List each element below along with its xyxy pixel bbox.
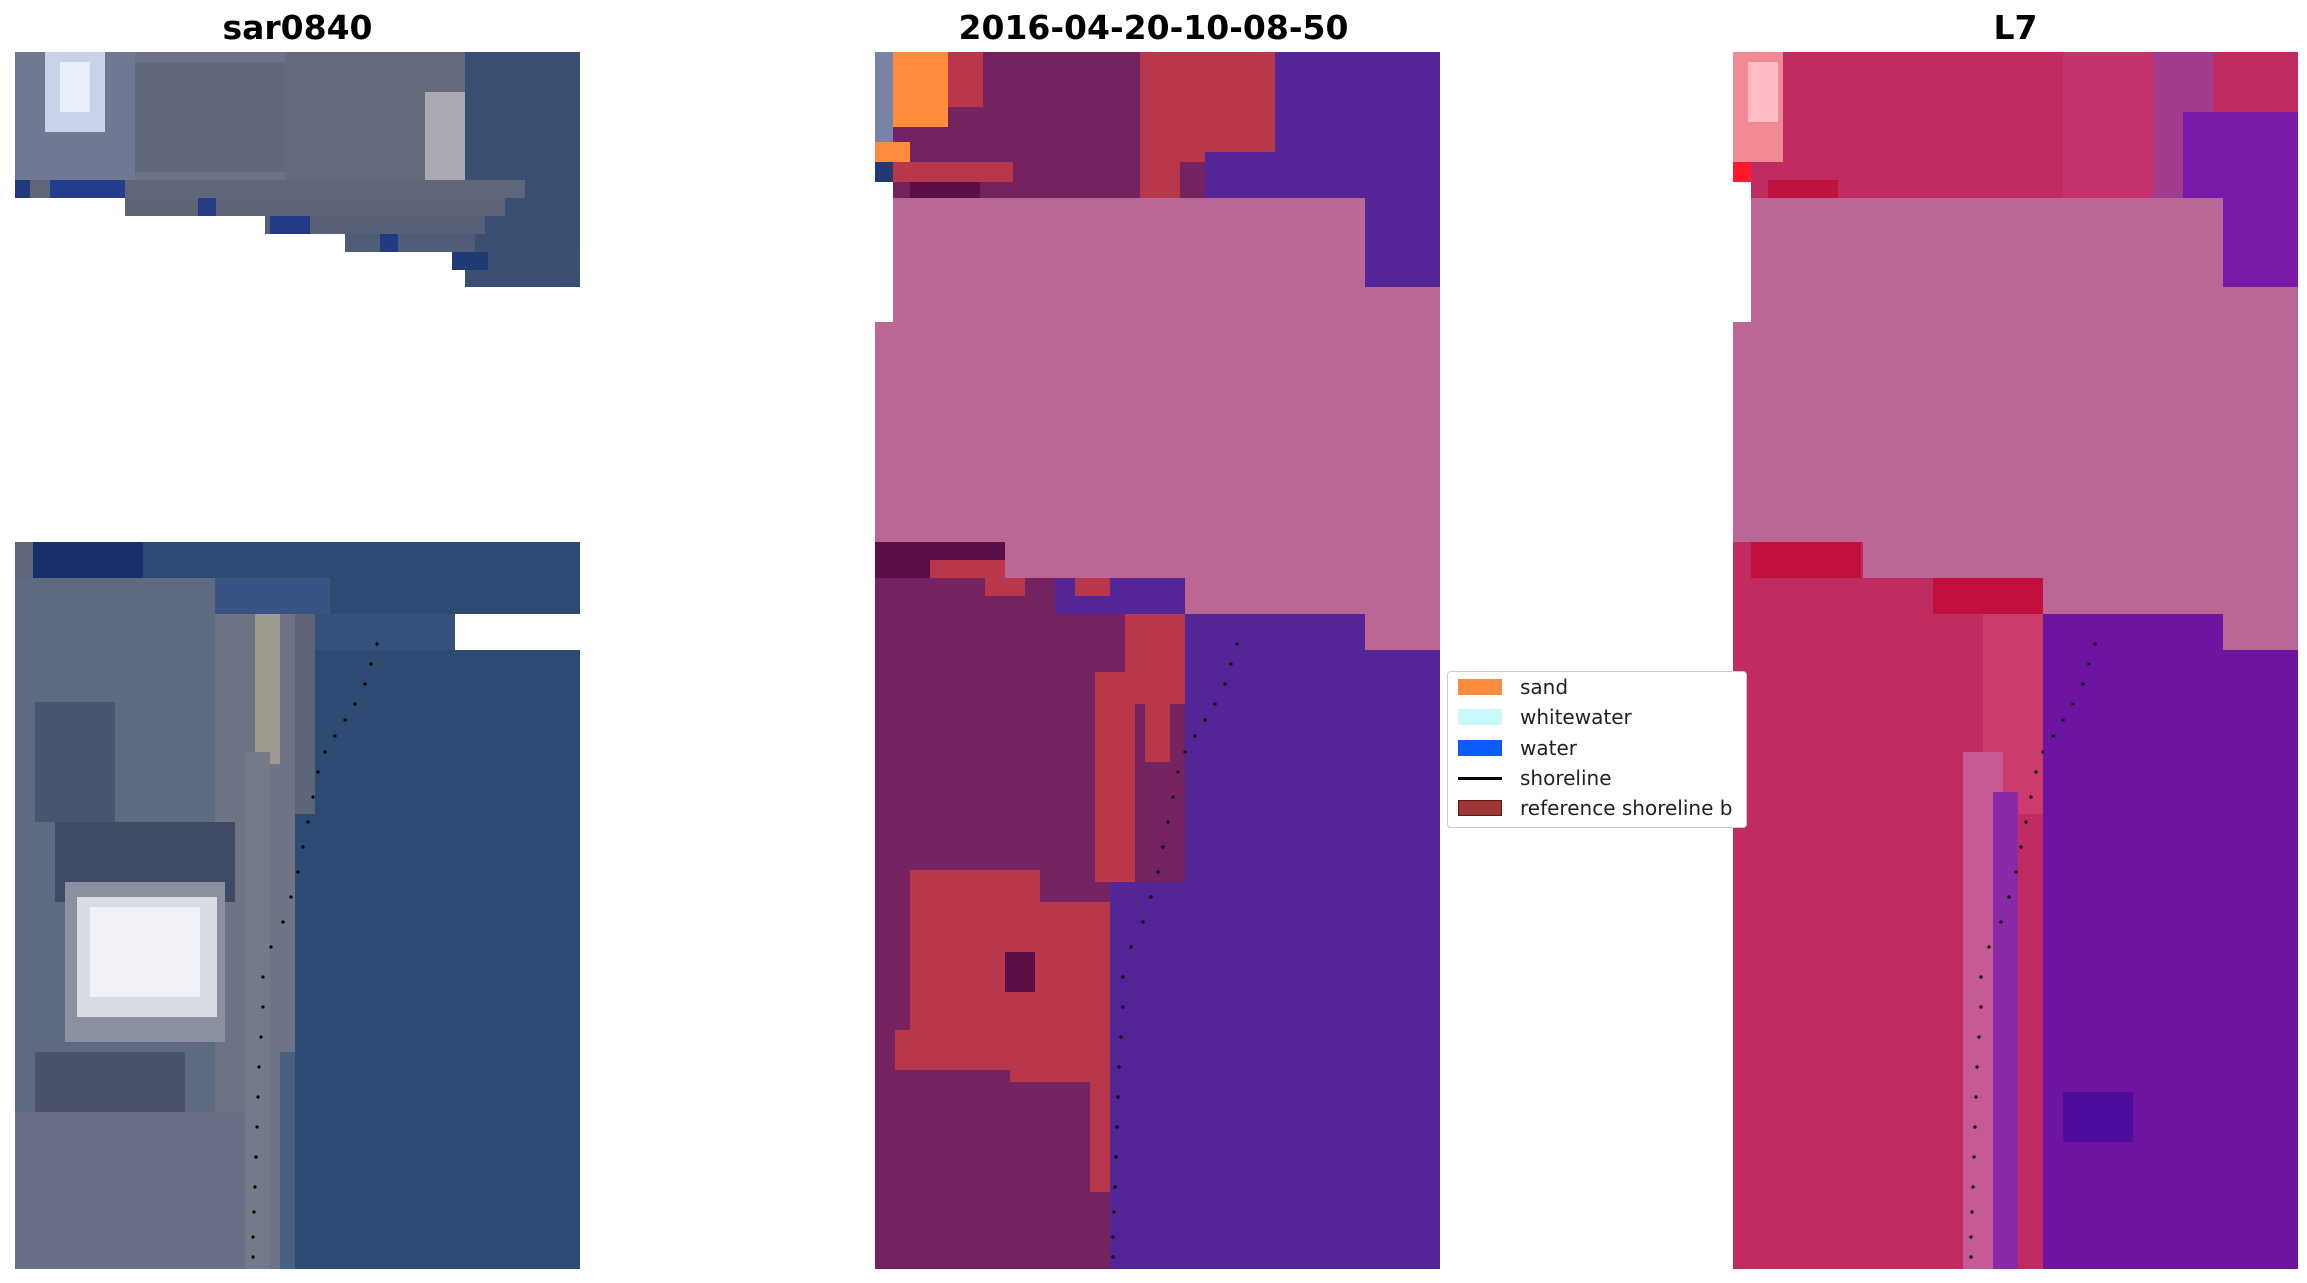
shoreline-trace bbox=[251, 642, 379, 1259]
rgb-image-panel bbox=[15, 52, 580, 1269]
legend-item-shoreline: shoreline bbox=[1458, 766, 1612, 790]
panel-title-1: sar0840 bbox=[222, 8, 373, 47]
legend-label-reference-shoreline: reference shoreline b bbox=[1520, 796, 1733, 820]
classified-image-panel bbox=[875, 52, 1440, 1269]
shoreline-line-swatch bbox=[1458, 776, 1502, 780]
classified-image bbox=[875, 52, 1440, 1269]
panel-title-2: 2016-04-20-10-08-50 bbox=[958, 8, 1349, 47]
legend: sand whitewater water shoreline referenc… bbox=[1447, 671, 1747, 828]
panel-title-3: L7 bbox=[1993, 8, 2038, 47]
sand-swatch bbox=[1458, 679, 1502, 695]
water-swatch bbox=[1458, 740, 1502, 756]
legend-item-sand: sand bbox=[1458, 675, 1569, 699]
shoreline-trace-2 bbox=[1111, 642, 1239, 1259]
false-color-image-panel bbox=[1733, 52, 2298, 1269]
legend-label-whitewater: whitewater bbox=[1520, 705, 1632, 729]
legend-item-reference-shoreline: reference shoreline b bbox=[1458, 796, 1733, 820]
whitewater-swatch bbox=[1458, 709, 1502, 725]
legend-label-sand: sand bbox=[1520, 675, 1569, 699]
false-color-image bbox=[1733, 52, 2298, 1269]
legend-item-water: water bbox=[1458, 736, 1577, 760]
legend-item-whitewater: whitewater bbox=[1458, 705, 1632, 729]
legend-label-water: water bbox=[1520, 736, 1577, 760]
legend-label-shoreline: shoreline bbox=[1520, 766, 1612, 790]
shoreline-trace-3 bbox=[1969, 642, 2097, 1259]
rgb-image bbox=[15, 52, 580, 1269]
reference-shoreline-swatch bbox=[1458, 800, 1502, 816]
